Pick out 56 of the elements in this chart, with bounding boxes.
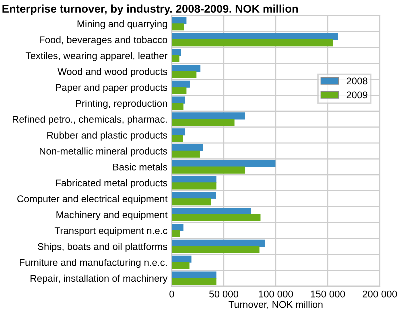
bar: [172, 224, 184, 232]
y-tick-label: Furniture and manufacturing n.e.c.: [20, 259, 167, 268]
y-tick-label: Machinery and equipment: [56, 211, 168, 220]
y-tick-label: Wood and wood products: [58, 68, 168, 78]
bar: [172, 150, 200, 158]
bar: [172, 182, 217, 190]
x-tick-label: 0: [170, 290, 174, 298]
y-tick-label: Rubber and plastic products: [48, 132, 168, 141]
bar: [172, 112, 246, 120]
bar: [172, 87, 187, 94]
bar: [172, 214, 261, 222]
x-tick-label: 50 000: [210, 290, 238, 298]
y-tick-label: Non-metallic mineral products: [40, 148, 168, 157]
y-tick-label: Mining and quarrying: [78, 20, 168, 30]
bar: [172, 49, 182, 56]
bar: [172, 103, 184, 110]
bar: [172, 166, 246, 174]
bar: [172, 230, 180, 238]
legend-label: 2009: [346, 92, 368, 99]
bar: [172, 198, 212, 206]
bar: [172, 192, 216, 200]
bar: [172, 134, 184, 142]
bar: [172, 128, 186, 136]
bar: [172, 24, 184, 31]
bar: [172, 17, 187, 24]
x-tick-label: 150 000: [311, 290, 346, 298]
y-tick-label: Computer and electrical equipment: [18, 195, 168, 204]
bar: [172, 246, 260, 254]
y-tick-label: Food, beverages and tobacco: [40, 36, 168, 46]
y-tick-label: Refined petro., chemicals, pharmac.: [13, 116, 167, 125]
y-tick-label: Textiles, wearing apparel, leather: [26, 52, 168, 62]
y-tick-label: Transport equipment n.e.c: [54, 227, 168, 236]
x-tick-label: 100 000: [259, 290, 294, 298]
bar: [172, 119, 235, 126]
bar: [172, 272, 217, 279]
y-tick-label: Fabricated metal products: [56, 179, 168, 189]
y-tick-label: Paper and paper products: [56, 84, 168, 94]
chart-title: Enterprise turnover, by industry. 2008-2009. NOK million: [2, 4, 298, 16]
bar: [172, 33, 338, 40]
bar: [172, 278, 217, 286]
bar: [172, 144, 204, 152]
bar: [172, 64, 201, 72]
bar: [172, 40, 334, 47]
bar: [172, 55, 180, 62]
y-tick-label: Basic metals: [114, 164, 168, 171]
bar: [172, 208, 252, 216]
bar: [172, 240, 266, 247]
bar: [172, 262, 190, 270]
x-axis-title: Turnover, NOK million: [228, 301, 323, 310]
y-tick-label: Repair, installation of machinery: [30, 274, 168, 284]
legend-label: 2008: [346, 78, 368, 85]
bar: [172, 160, 276, 168]
y-tick-label: Printing, reproduction: [76, 100, 168, 110]
x-tick-label: 200 000: [362, 290, 398, 298]
bar: [172, 71, 197, 78]
y-tick-label: Ships, boats and oil plattforms: [38, 243, 168, 252]
